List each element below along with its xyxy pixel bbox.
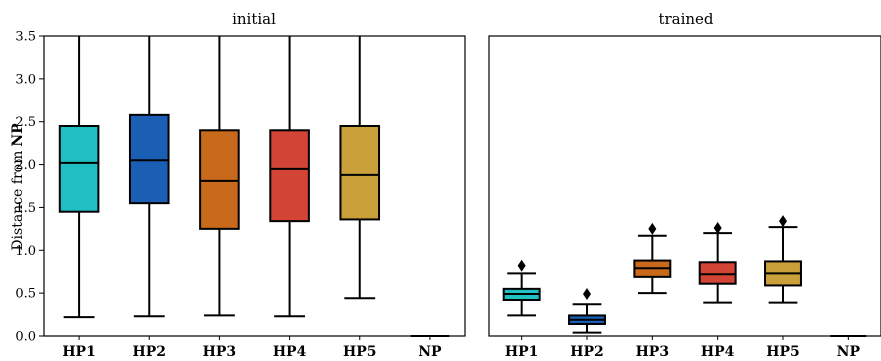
y-tick-label: 2.0 <box>15 158 36 173</box>
box-hp2 <box>568 288 606 334</box>
outlier-point <box>583 288 591 300</box>
plot-frame <box>488 35 881 337</box>
iqr-box <box>269 129 310 223</box>
x-tick-label: HP4 <box>701 344 735 360</box>
box-hp3 <box>633 222 672 295</box>
plot-area-initial: 0.0 0.5 1.0 1.5 2.0 2.5 3.0 3.5 HP1 HP2 HP3 HP4 HP5 N… <box>15 30 466 360</box>
iqr-box <box>199 129 240 230</box>
y-axis-label-bold: NP <box>10 123 26 147</box>
panel-title-trained: trained <box>658 10 713 28</box>
box-hp4 <box>698 222 737 304</box>
box-hp4 <box>269 36 310 318</box>
outlier-point <box>648 222 657 235</box>
y-tick-label: 0.0 <box>15 330 36 345</box>
outlier-point <box>779 215 787 228</box>
x-tick-label: HP1 <box>62 344 96 360</box>
y-tick-label: 0.5 <box>15 287 36 302</box>
x-tick-label: HP1 <box>505 344 539 360</box>
y-tick-label: 3.0 <box>15 72 36 87</box>
x-tick-label: HP2 <box>133 344 167 360</box>
box-hp1 <box>58 36 100 319</box>
box-hp5 <box>764 215 802 304</box>
x-tick-label: HP3 <box>636 344 670 360</box>
plot-area-trained: HP1 HP2 HP3 HP4 HP5 NP <box>488 35 881 360</box>
plot-frame <box>43 35 466 337</box>
x-tick-label: HP3 <box>203 344 237 360</box>
outlier-point <box>713 222 722 234</box>
iqr-box <box>339 125 381 221</box>
y-tick-label: 3.5 <box>15 30 36 45</box>
box-hp2 <box>128 36 170 318</box>
y-tick-label: 1.5 <box>15 201 36 216</box>
box-hp1 <box>502 259 541 317</box>
panel-title-initial: initial <box>232 10 276 28</box>
x-tick-label: NP <box>837 344 861 360</box>
panel-trained: trained HP1 HP2 HP3 HP4 HP5 NP <box>488 10 881 360</box>
y-axis-label: Distance from NP <box>10 123 26 251</box>
panel-initial: initial 0.0 0.5 1.0 1.5 2.0 2.5 3.0 3.5 HP1 HP2 HP… <box>15 10 466 360</box>
y-axis-label-text: Distance from <box>10 151 26 251</box>
x-tick-label: NP <box>418 344 442 360</box>
y-tick-label: 2.5 <box>15 115 36 130</box>
iqr-box <box>698 261 737 285</box>
box-hp3 <box>199 36 240 317</box>
iqr-box <box>58 125 100 213</box>
x-tick-label: HP2 <box>570 344 604 360</box>
y-tick-label: 1.0 <box>15 244 36 259</box>
box-hp5 <box>339 36 381 300</box>
x-tick-label: HP5 <box>766 344 800 360</box>
x-tick-label: HP4 <box>273 344 307 360</box>
x-tick-label: HP5 <box>343 344 377 360</box>
iqr-box <box>128 113 170 205</box>
outlier-point <box>517 259 526 272</box>
